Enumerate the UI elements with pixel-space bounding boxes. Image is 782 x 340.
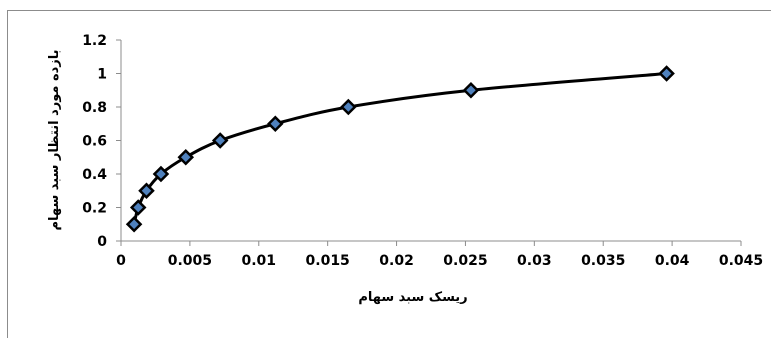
y-tick-label: 0.4 bbox=[82, 167, 107, 183]
y-tick-label: 1 bbox=[97, 67, 107, 83]
data-point-marker bbox=[129, 199, 147, 216]
data-point-marker bbox=[138, 182, 155, 200]
data-point-marker bbox=[125, 215, 143, 233]
y-tick-label: 0.2 bbox=[82, 201, 107, 217]
data-point-marker bbox=[658, 65, 675, 82]
y-axis-ticks: 0 0.2 0.4 0.6 0.8 1 1.2 bbox=[82, 33, 121, 250]
x-tick-label: 0.04 bbox=[655, 253, 690, 269]
x-tick-label: 0.035 bbox=[581, 253, 625, 269]
data-point-marker bbox=[267, 115, 284, 133]
y-tick-label: 0.6 bbox=[82, 134, 107, 150]
x-tick-label: 0.015 bbox=[306, 253, 350, 269]
series-markers bbox=[125, 65, 675, 233]
data-point-marker bbox=[177, 148, 195, 166]
x-tick-label: 0.02 bbox=[379, 253, 414, 269]
y-tick-label: 1.2 bbox=[82, 33, 107, 49]
x-tick-label: 0.025 bbox=[443, 253, 487, 269]
data-point-marker bbox=[152, 165, 170, 183]
data-point-marker bbox=[462, 81, 480, 99]
x-tick-label: 0.005 bbox=[168, 253, 212, 269]
x-axis-ticks: 0 0.005 0.01 0.015 0.02 0.025 0.03 0.035 0.04 0.0… bbox=[116, 241, 763, 269]
chart-frame bbox=[7, 10, 771, 338]
x-tick-label: 0.01 bbox=[242, 253, 277, 269]
series-line bbox=[132, 72, 667, 225]
x-tick-label: 0.045 bbox=[719, 253, 763, 269]
x-tick-label: 0 bbox=[116, 253, 126, 269]
data-point-marker bbox=[340, 98, 357, 116]
x-tick-label: 0.03 bbox=[517, 253, 552, 269]
x-axis-title: ریسک سبد سهام bbox=[358, 290, 467, 305]
y-axis-title: بازده مورد انتظار سبد سهام bbox=[47, 49, 62, 230]
data-point-marker bbox=[211, 132, 229, 149]
y-tick-label: 0 bbox=[97, 234, 107, 250]
y-tick-label: 0.8 bbox=[82, 100, 107, 116]
